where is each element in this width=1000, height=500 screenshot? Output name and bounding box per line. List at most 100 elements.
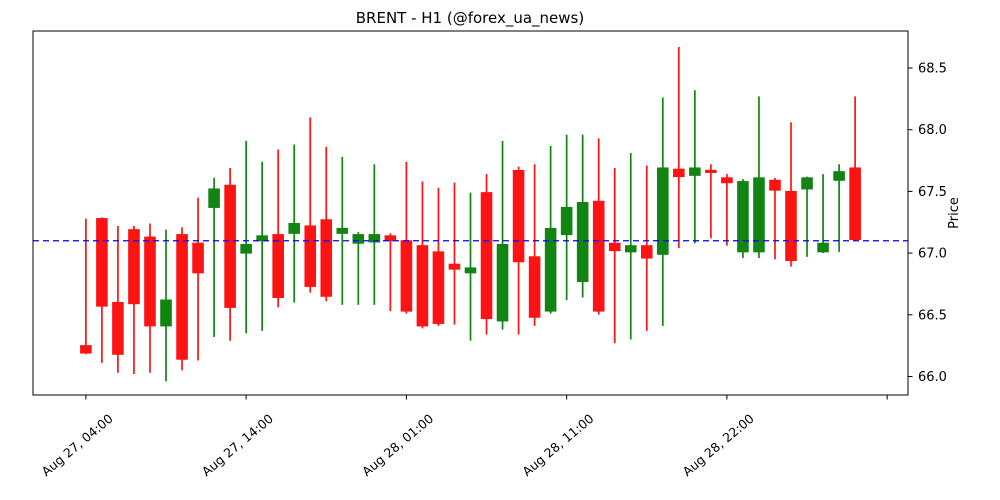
candle-body: [624, 245, 637, 253]
candle-body: [785, 190, 797, 262]
candle-body: [544, 227, 557, 312]
candle-body: [416, 245, 429, 327]
candle: [624, 153, 637, 340]
candle-body: [160, 299, 172, 327]
candle: [785, 122, 797, 267]
candle-body: [737, 181, 749, 253]
candle: [801, 176, 813, 257]
x-tick-label: Aug 28, 01:00: [359, 411, 436, 479]
candle-body: [208, 188, 220, 208]
candle-body: [801, 177, 813, 190]
x-tick-label: Aug 28, 11:00: [519, 411, 596, 479]
candle-body: [144, 236, 156, 327]
candle: [320, 146, 333, 302]
candle: [336, 156, 349, 305]
candle: [432, 187, 445, 326]
candle-body: [657, 167, 669, 255]
candle-body: [689, 167, 701, 176]
candle: [352, 232, 365, 305]
y-tick-label: 66.0: [918, 370, 947, 385]
candles-layer: [80, 47, 861, 382]
candle: [208, 177, 220, 338]
candle: [817, 174, 829, 254]
candle-body: [673, 168, 685, 178]
candle-body: [560, 206, 573, 236]
candle: [592, 138, 605, 315]
candle: [272, 149, 284, 308]
candle: [512, 166, 525, 335]
candle: [176, 227, 188, 371]
candle: [112, 225, 124, 373]
candle-body: [769, 179, 781, 191]
candle: [160, 229, 172, 382]
candle-body: [336, 227, 349, 234]
candle-body: [817, 242, 829, 253]
candle: [657, 97, 669, 326]
candle: [673, 47, 685, 249]
candle-body: [608, 242, 621, 252]
candle: [528, 164, 541, 326]
candle-body: [304, 225, 317, 287]
candle: [560, 134, 573, 300]
candle-body: [192, 242, 204, 274]
candle-body: [448, 263, 461, 270]
candle-body: [176, 234, 188, 360]
candle-body: [528, 256, 541, 318]
candle-body: [240, 243, 252, 254]
y-tick-label: 67.0: [918, 247, 947, 262]
candle: [608, 167, 621, 344]
candle: [769, 177, 781, 260]
candle-body: [512, 169, 525, 263]
y-tick-label: 67.5: [918, 185, 947, 200]
candle-body: [288, 222, 301, 234]
candle: [705, 164, 717, 239]
y-tick-label: 68.5: [918, 62, 947, 77]
candle: [240, 140, 252, 334]
candle-body: [496, 243, 509, 322]
candle: [689, 90, 701, 244]
candle-body: [592, 200, 605, 312]
candle: [144, 223, 156, 373]
candle: [849, 96, 861, 241]
candle-body: [705, 169, 717, 173]
candle-body: [849, 167, 861, 241]
candle-body: [272, 234, 284, 299]
candle-body: [464, 267, 477, 274]
candle-body: [384, 235, 397, 242]
candle: [464, 192, 477, 341]
candle: [368, 164, 381, 305]
y-tick-label: 68.0: [918, 123, 947, 138]
candle: [384, 233, 397, 312]
candle: [753, 96, 765, 259]
candle-body: [352, 234, 365, 244]
candle: [416, 181, 429, 329]
candle: [576, 134, 589, 298]
candle: [640, 165, 653, 331]
x-tick-label: Aug 27, 14:00: [199, 411, 276, 479]
candle-body: [128, 229, 140, 305]
candle-body: [432, 251, 445, 324]
candle-body: [721, 177, 733, 184]
candle: [833, 164, 845, 252]
candle-body: [368, 234, 381, 243]
candle-body: [112, 301, 124, 355]
candle-body: [224, 184, 236, 308]
candle-body: [640, 245, 653, 259]
candle: [721, 174, 733, 246]
candle: [256, 161, 268, 331]
candle: [288, 144, 301, 303]
candle: [96, 217, 108, 363]
candle: [192, 197, 204, 361]
candle-body: [80, 345, 92, 354]
candle-body: [576, 202, 589, 282]
x-tick-label: Aug 28, 22:00: [680, 411, 757, 479]
candle: [737, 179, 749, 259]
x-tick-label: Aug 27, 04:00: [39, 411, 116, 479]
y-axis-label: Price: [947, 197, 962, 229]
candle-body: [833, 171, 845, 181]
candle-body: [256, 235, 268, 242]
candle: [128, 225, 140, 375]
candle: [224, 167, 236, 341]
